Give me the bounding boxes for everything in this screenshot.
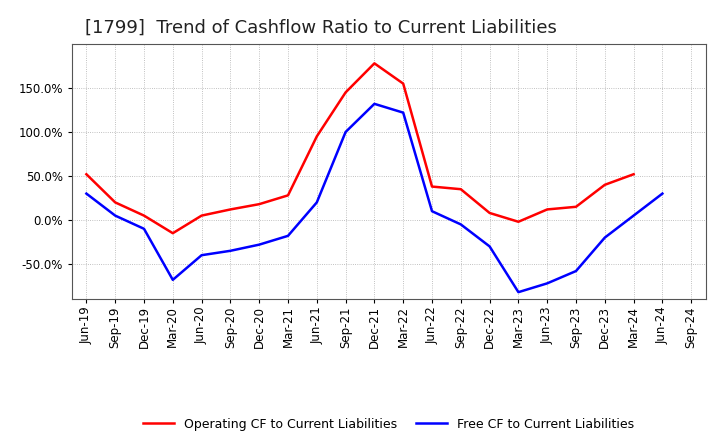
- Operating CF to Current Liabilities: [514, 219, 523, 224]
- Text: [1799]  Trend of Cashflow Ratio to Current Liabilities: [1799] Trend of Cashflow Ratio to Curren…: [85, 19, 557, 37]
- Free CF to Current Liabilities: [312, 200, 321, 205]
- Line: Operating CF to Current Liabilities: Operating CF to Current Liabilities: [86, 63, 634, 233]
- Free CF to Current Liabilities: [456, 222, 465, 227]
- Free CF to Current Liabilities: [399, 110, 408, 115]
- Free CF to Current Liabilities: [168, 277, 177, 282]
- Free CF to Current Liabilities: [341, 129, 350, 135]
- Operating CF to Current Liabilities: [226, 207, 235, 212]
- Free CF to Current Liabilities: [658, 191, 667, 196]
- Free CF to Current Liabilities: [82, 191, 91, 196]
- Free CF to Current Liabilities: [514, 290, 523, 295]
- Free CF to Current Liabilities: [370, 101, 379, 106]
- Operating CF to Current Liabilities: [255, 202, 264, 207]
- Operating CF to Current Liabilities: [168, 231, 177, 236]
- Free CF to Current Liabilities: [226, 248, 235, 253]
- Line: Free CF to Current Liabilities: Free CF to Current Liabilities: [86, 104, 662, 292]
- Operating CF to Current Liabilities: [456, 187, 465, 192]
- Free CF to Current Liabilities: [197, 253, 206, 258]
- Operating CF to Current Liabilities: [428, 184, 436, 189]
- Operating CF to Current Liabilities: [82, 172, 91, 177]
- Free CF to Current Liabilities: [255, 242, 264, 247]
- Free CF to Current Liabilities: [111, 213, 120, 218]
- Operating CF to Current Liabilities: [572, 204, 580, 209]
- Operating CF to Current Liabilities: [341, 90, 350, 95]
- Operating CF to Current Liabilities: [140, 213, 148, 218]
- Free CF to Current Liabilities: [485, 244, 494, 249]
- Free CF to Current Liabilities: [543, 281, 552, 286]
- Operating CF to Current Liabilities: [485, 210, 494, 216]
- Free CF to Current Liabilities: [140, 226, 148, 231]
- Legend: Operating CF to Current Liabilities, Free CF to Current Liabilities: Operating CF to Current Liabilities, Fre…: [138, 413, 639, 436]
- Operating CF to Current Liabilities: [284, 193, 292, 198]
- Free CF to Current Liabilities: [428, 209, 436, 214]
- Operating CF to Current Liabilities: [312, 134, 321, 139]
- Free CF to Current Liabilities: [284, 233, 292, 238]
- Free CF to Current Liabilities: [629, 213, 638, 218]
- Free CF to Current Liabilities: [600, 235, 609, 240]
- Operating CF to Current Liabilities: [543, 207, 552, 212]
- Operating CF to Current Liabilities: [629, 172, 638, 177]
- Operating CF to Current Liabilities: [399, 81, 408, 86]
- Operating CF to Current Liabilities: [370, 61, 379, 66]
- Operating CF to Current Liabilities: [600, 182, 609, 187]
- Free CF to Current Liabilities: [572, 268, 580, 274]
- Operating CF to Current Liabilities: [111, 200, 120, 205]
- Operating CF to Current Liabilities: [197, 213, 206, 218]
